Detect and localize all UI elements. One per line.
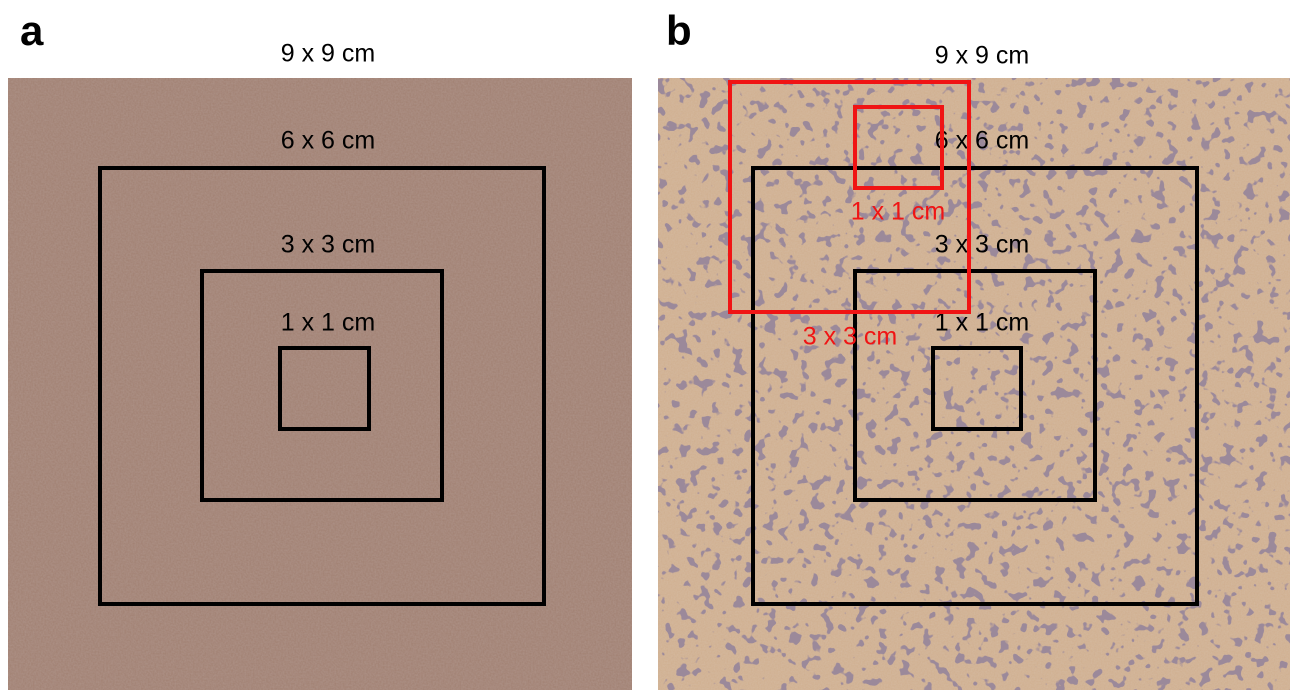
panel-label: b (666, 7, 692, 54)
red-box-label: 3 x 3 cm (803, 323, 897, 351)
box-label: 6 x 6 cm (935, 127, 1029, 155)
figure: a 9 x 9 cm 6 x 6 cm 3 x 3 cm 1 x 1 cm b … (0, 0, 1293, 690)
panel-title: 9 x 9 cm (935, 42, 1029, 70)
box-label: 6 x 6 cm (281, 127, 375, 155)
panel-b: b 9 x 9 cm 6 x 6 cm 3 x 3 cm 1 x 1 cm 3 … (658, 7, 1290, 690)
red-box-label: 1 x 1 cm (851, 198, 945, 226)
box-label: 1 x 1 cm (281, 309, 375, 337)
box-label: 3 x 3 cm (281, 231, 375, 259)
page: {"panels": [ {"label": "a", "title": "9 … (0, 0, 1293, 690)
panel-title: 9 x 9 cm (281, 40, 375, 68)
box-label: 3 x 3 cm (935, 231, 1029, 259)
panel-a: a 9 x 9 cm 6 x 6 cm 3 x 3 cm 1 x 1 cm (8, 7, 632, 690)
panel-label: a (20, 7, 44, 54)
